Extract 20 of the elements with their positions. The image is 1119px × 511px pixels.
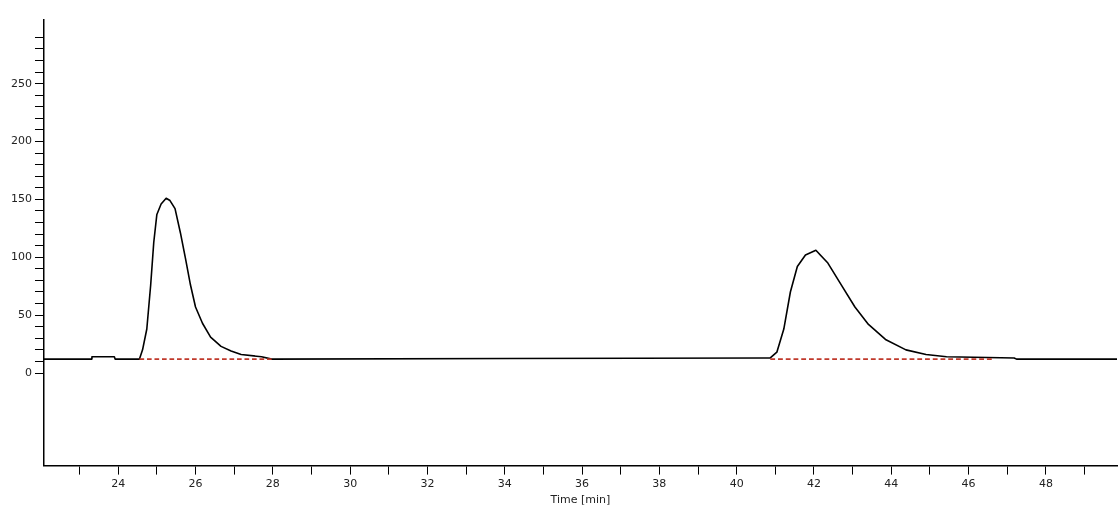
- y-tick-label: 100: [11, 250, 32, 264]
- x-tick-label: 28: [265, 477, 280, 491]
- x-tick-label: 26: [188, 477, 203, 491]
- x-tick-label: 34: [497, 477, 512, 491]
- x-tick-label: 46: [961, 477, 976, 491]
- x-tick-label: 32: [420, 477, 435, 491]
- y-tick-label: 150: [11, 192, 32, 206]
- x-tick-label: 40: [729, 477, 744, 491]
- y-tick-label: 250: [11, 76, 32, 90]
- x-tick-label: 44: [884, 477, 899, 491]
- y-tick-label: 200: [11, 134, 32, 148]
- x-tick-label: 24: [111, 477, 126, 491]
- x-tick-label: 42: [806, 477, 821, 491]
- x-tick-label: 36: [575, 477, 590, 491]
- x-tick-label: 30: [343, 477, 358, 491]
- x-axis-title: Time [min]: [549, 493, 611, 507]
- y-tick-label: 50: [18, 308, 32, 321]
- y-tick-label: 0: [25, 365, 32, 379]
- x-tick-label: 38: [652, 477, 667, 491]
- x-tick-label: 48: [1038, 477, 1053, 491]
